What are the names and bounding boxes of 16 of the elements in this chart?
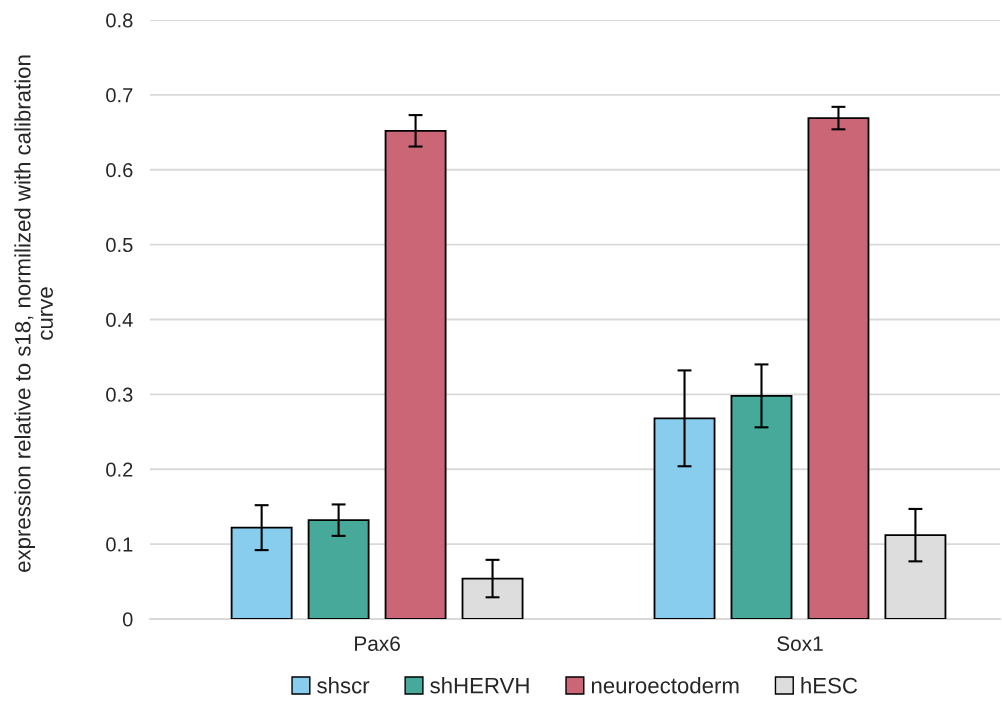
y-tick-label: 0.8 (106, 13, 133, 28)
y-tick-label: 0.3 (106, 387, 133, 402)
legend-label: neuroectoderm (591, 677, 739, 694)
y-tick-label: 0.4 (106, 312, 133, 327)
y-tick-label: 0.1 (106, 537, 133, 552)
y-tick-label: 0.5 (106, 237, 133, 253)
y-tick-label: 0.7 (106, 88, 133, 103)
legend-label: shHERVH (430, 677, 529, 694)
y-axis-title: expression relative to s18, normilized with calibration curve (14, 55, 53, 572)
y-tick-label: 0.2 (106, 462, 133, 477)
x-tick-label: Pax6 (355, 636, 400, 651)
legend-label: hESC (801, 677, 858, 694)
legend-label: shscr (317, 677, 370, 694)
y-tick-label: 0 (122, 612, 133, 627)
x-tick-label: Sox1 (777, 636, 823, 651)
y-tick-label: 0.6 (106, 162, 133, 178)
